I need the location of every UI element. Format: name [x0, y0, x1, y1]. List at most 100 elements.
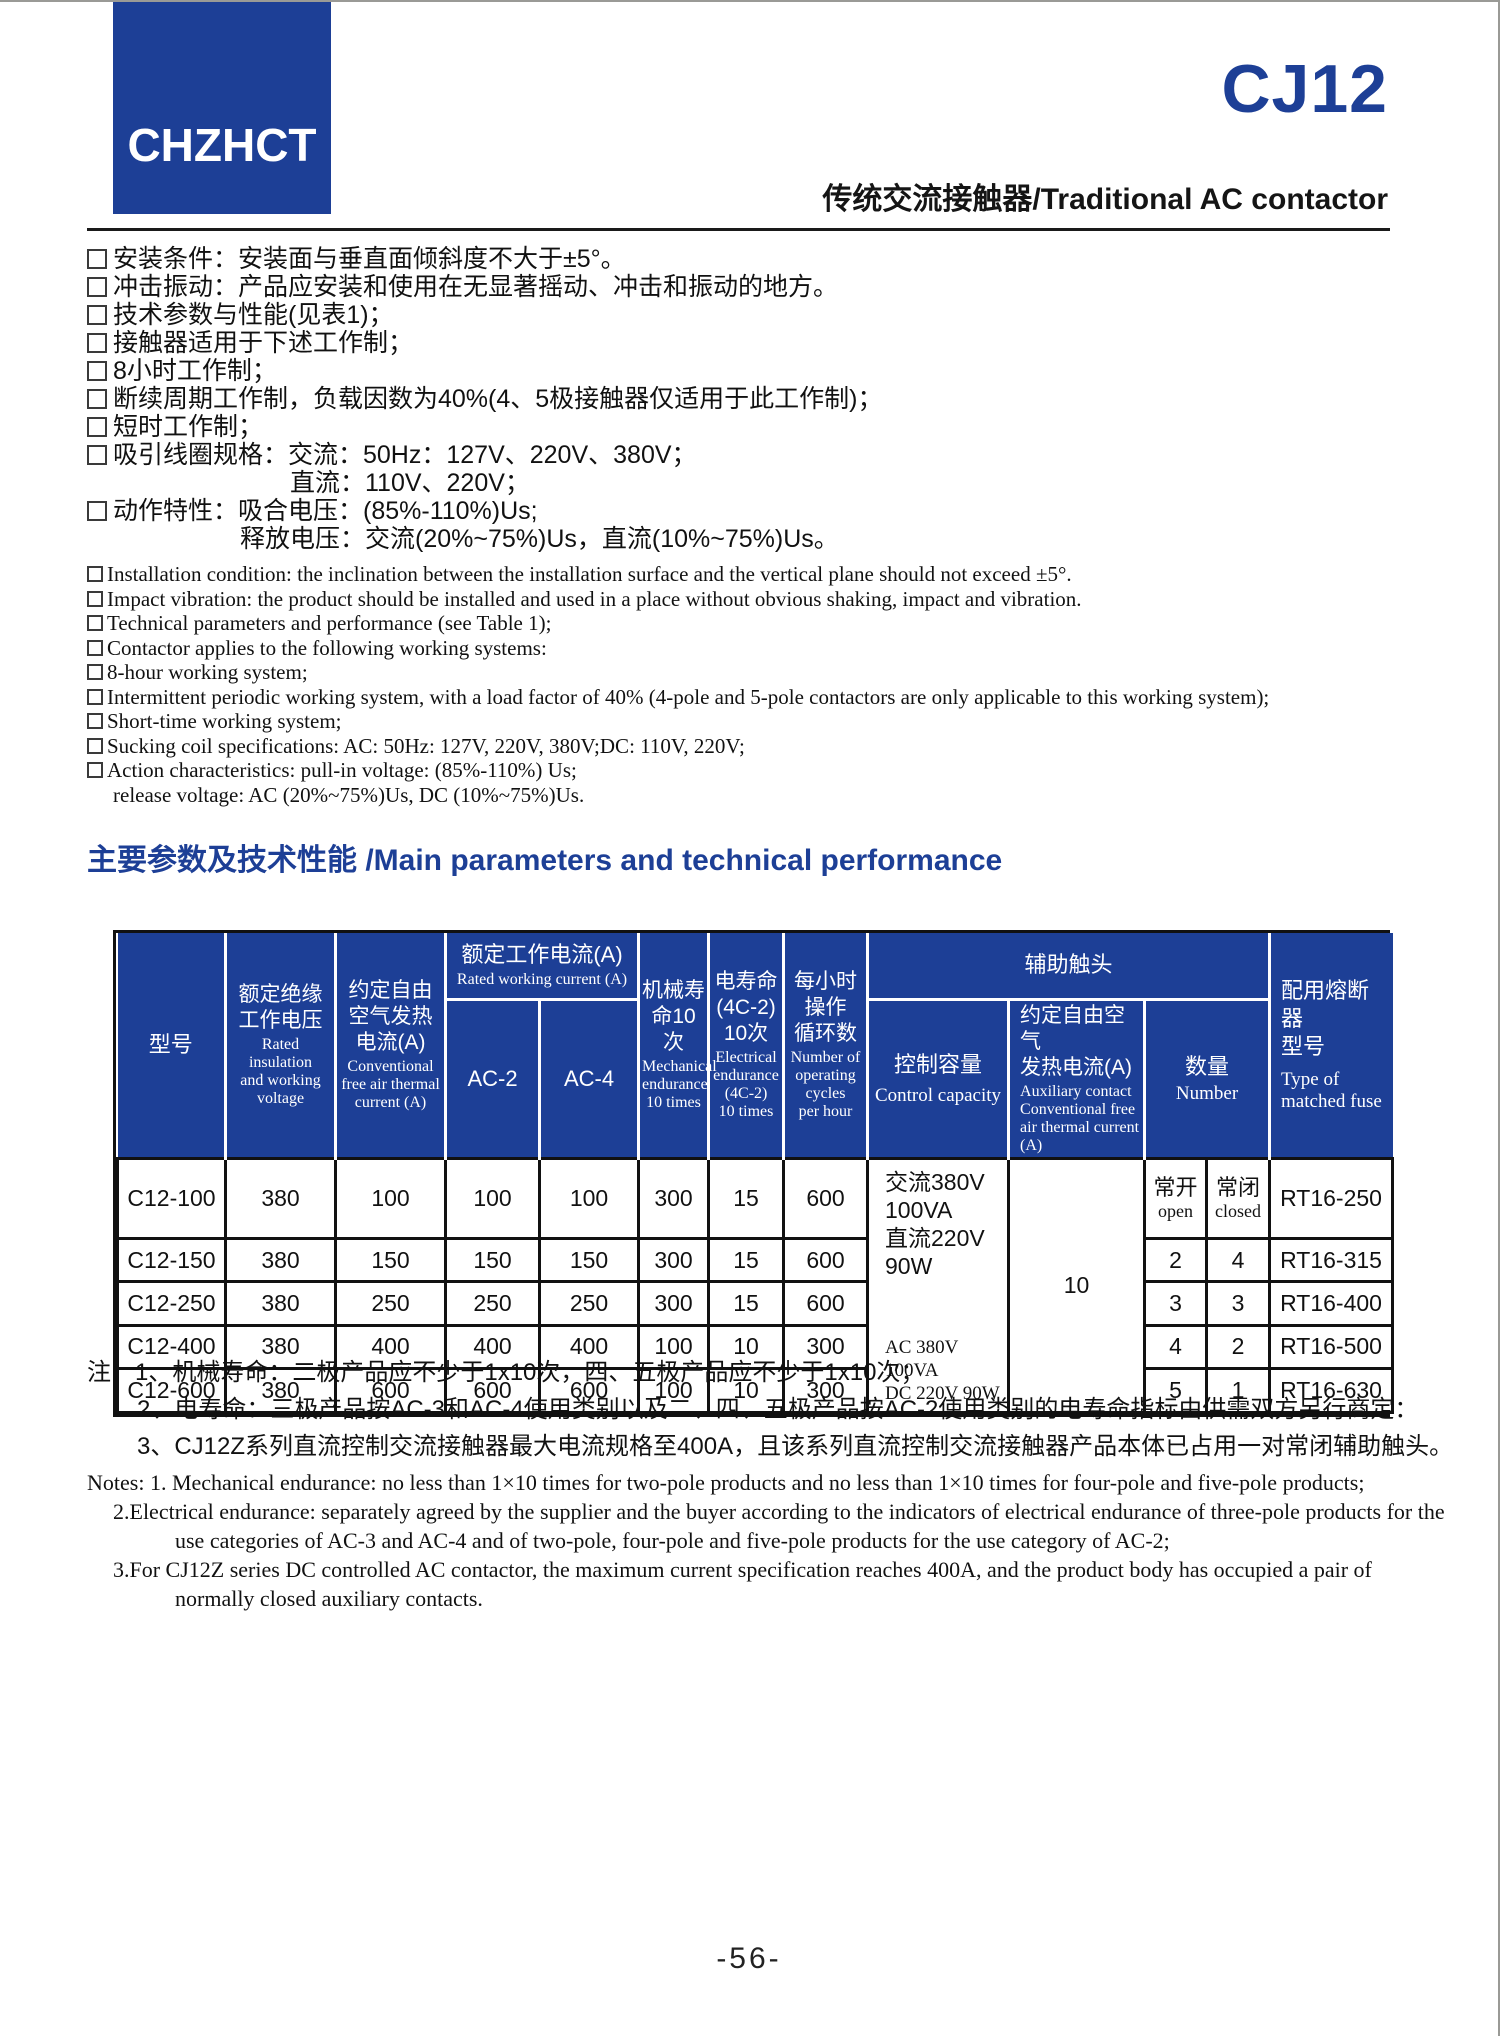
cell-electrical: 10 [707, 1323, 786, 1371]
feature-line: Intermittent periodic working system, wi… [87, 685, 1269, 710]
notes-cn: 注：1、机械寿命：二极产品应不少于1x10次，四、五极产品应不少于1x10次； … [87, 1354, 1453, 1465]
checkbox-icon [87, 333, 107, 353]
cell-operations: 600 [782, 1237, 870, 1284]
feature-text: Short-time working system; [107, 709, 342, 733]
feature-text: Installation condition: the inclination … [107, 562, 1072, 586]
checkbox-icon [87, 664, 103, 680]
table-row: C12-100 380 100 100 100 300 15 600 交流380… [116, 1156, 1395, 1414]
cell-control-capacity: 交流380V 100VA 直流220V 90W AC 380V 100VA DC… [866, 1156, 1011, 1414]
checkbox-icon [87, 305, 107, 325]
col-header-operations: 每小时 操作 循环数 Number of operating cycles per… [782, 933, 870, 1158]
checkbox-icon [87, 566, 103, 582]
feature-text: 动作特性：吸合电压：(85%-110%)Us; [113, 497, 538, 525]
cell-mechanical: 300 [637, 1237, 711, 1284]
cell-mechanical: 100 [637, 1367, 711, 1414]
checkbox-icon [87, 688, 103, 705]
control-capacity-cn: 交流380V 100VA 直流220V 90W [885, 1168, 985, 1279]
cell-thermal: 400 [334, 1323, 447, 1371]
cell-fuse: RT16-315 [1268, 1237, 1395, 1284]
checkbox-icon [87, 737, 103, 754]
cell-model: C12-600 [116, 1367, 227, 1414]
feature-text: 接触器适用于下述工作制； [113, 329, 414, 357]
feature-line: 断续周期工作制，负载因数为40%(4、5极接触器仅适用于此工作制)； [87, 385, 883, 413]
col-header-electrical: 电寿命 (4C-2) 10次 Electrical endurance (4C-2… [707, 933, 786, 1158]
table-row: C12-250 380 250 250 250 300 15 600 3 3 R… [116, 1280, 1395, 1327]
checkbox-icon [87, 590, 103, 607]
feature-text: 吸引线圈规格：交流：50Hz：127V、220V、380V； [113, 441, 697, 469]
features-list-en: Installation condition: the inclination … [87, 562, 1269, 807]
product-subtitle: 传统交流接触器/Traditional AC contactor [822, 183, 1388, 216]
cell-aux-thermal-value: 10 [1007, 1156, 1147, 1414]
note-line: 注：1、机械寿命：二极产品应不少于1x10次，四、五极产品应不少于1x10次； [87, 1359, 925, 1386]
cell-ac4: 400 [537, 1323, 641, 1371]
feature-text: Intermittent periodic working system, wi… [107, 684, 1270, 709]
col-header-thermal: 约定自由 空气发热 电流(A) Conventional free air the… [334, 933, 447, 1158]
checkbox-icon [87, 389, 107, 409]
checkbox-icon [87, 277, 107, 297]
feature-text: 技术参数与性能(见表1)； [113, 301, 394, 329]
section-title: 主要参数及技术性能 /Main parameters and technical… [87, 844, 1003, 877]
cell-thermal: 600 [334, 1367, 447, 1414]
feature-line: 技术参数与性能(见表1)； [87, 301, 883, 329]
cell-electrical: 10 [707, 1367, 786, 1414]
cell-fuse: RT16-400 [1268, 1280, 1395, 1327]
cell-open: 2 [1143, 1237, 1209, 1284]
page-number: -56- [716, 1942, 782, 1975]
cell-voltage: 380 [224, 1323, 337, 1371]
col-header-ac2: AC-2 [445, 997, 541, 1158]
feature-text: 断续周期工作制，负载因数为40%(4、5极接触器仅适用于此工作制)； [113, 385, 883, 413]
cell-thermal: 100 [334, 1156, 447, 1241]
cell-voltage: 380 [224, 1367, 337, 1414]
notes-en: Notes: 1. Mechanical endurance: no less … [87, 1468, 1447, 1613]
table-row: C12-400 380 400 400 400 100 10 300 4 2 R… [116, 1323, 1395, 1371]
parameters-table: 型号 额定绝缘 工作电压 Rated insulation and working… [116, 933, 1395, 1414]
cell-mechanical: 300 [637, 1280, 711, 1327]
cell-open: 3 [1143, 1280, 1209, 1327]
header-divider [87, 228, 1390, 231]
feature-text: Technical parameters and performance (se… [107, 611, 552, 635]
cell-ac4: 100 [537, 1156, 641, 1241]
brand-logo: CHZHCT [127, 119, 317, 171]
cell-open: 4 [1143, 1323, 1209, 1371]
feature-text: Sucking coil specifications: AC: 50Hz: 1… [107, 733, 745, 758]
feature-line-indent: 直流：110V、220V； [87, 469, 883, 497]
cell-ac4: 150 [537, 1237, 641, 1284]
col-header-insulation: 额定绝缘 工作电压 Rated insulation and working vo… [224, 933, 337, 1158]
table-row: C12-150 380 150 150 150 300 15 600 2 4 R… [116, 1237, 1395, 1284]
checkbox-icon [87, 249, 107, 269]
feature-line: 8小时工作制； [87, 357, 883, 385]
checkbox-icon [87, 417, 107, 437]
feature-line: 动作特性：吸合电压：(85%-110%)Us; [87, 497, 883, 525]
feature-line: 短时工作制； [87, 413, 883, 441]
cell-model: C12-150 [116, 1237, 227, 1284]
checkbox-icon [87, 713, 103, 729]
feature-line: 吸引线圈规格：交流：50Hz：127V、220V、380V； [87, 441, 883, 469]
note-line: Notes: 1. Mechanical endurance: no less … [87, 1470, 1365, 1495]
note-line: 2.Electrical endurance: separately agree… [113, 1499, 1445, 1553]
feature-text: 8小时工作制； [113, 357, 277, 385]
feature-line: Sucking coil specifications: AC: 50Hz: 1… [87, 734, 1269, 759]
cell-fuse: RT16-630 [1268, 1367, 1395, 1414]
control-capacity-en: AC 380V 100VA DC 220V 90W [885, 1336, 1000, 1404]
cell-open-label: 常开 open [1143, 1156, 1209, 1241]
cell-ac2: 400 [444, 1323, 541, 1371]
cell-closed: 4 [1205, 1237, 1272, 1284]
cell-closed: 2 [1205, 1323, 1272, 1371]
feature-line: Technical parameters and performance (se… [87, 611, 1269, 636]
cell-operations: 600 [782, 1156, 870, 1241]
cell-ac2: 150 [444, 1237, 541, 1284]
feature-text: Impact vibration: the product should be … [107, 586, 1082, 611]
feature-text: Contactor applies to the following worki… [107, 635, 547, 660]
cell-ac4: 600 [537, 1367, 641, 1414]
feature-text: 安装条件：安装面与垂直面倾斜度不大于±5°。 [113, 245, 626, 273]
cell-mechanical: 300 [637, 1156, 711, 1241]
cell-ac2: 600 [444, 1367, 541, 1414]
cell-voltage: 380 [224, 1237, 337, 1284]
cell-fuse: RT16-250 [1268, 1156, 1395, 1241]
feature-line: Short-time working system; [87, 709, 1269, 734]
cell-voltage: 380 [224, 1156, 337, 1241]
col-header-ac4: AC-4 [537, 997, 641, 1158]
feature-line: 接触器适用于下述工作制； [87, 329, 883, 357]
col-header-aux-thermal: 约定自由空气 发热电流(A) Auxiliary contact Conventi… [1007, 997, 1147, 1158]
